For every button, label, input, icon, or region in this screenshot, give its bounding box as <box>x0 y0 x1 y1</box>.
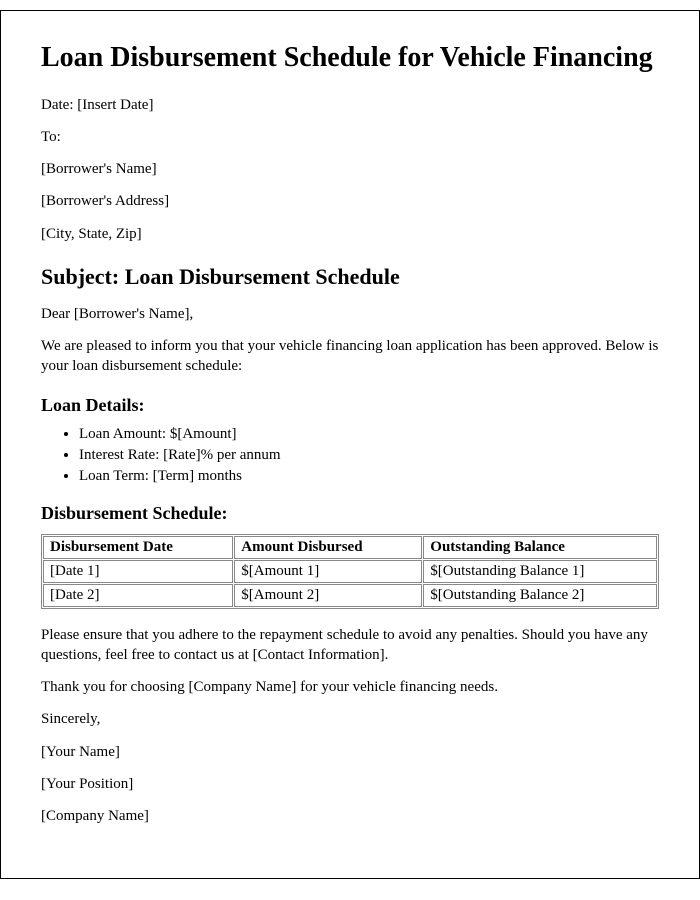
signer-company: [Company Name] <box>41 806 659 826</box>
borrower-name-line: [Borrower's Name] <box>41 159 659 179</box>
document-title: Loan Disbursement Schedule for Vehicle F… <box>41 41 659 75</box>
cell-date: [Date 1] <box>43 560 233 583</box>
table-row: [Date 2] $[Amount 2] $[Outstanding Balan… <box>43 584 657 607</box>
loan-details-heading: Loan Details: <box>41 395 659 416</box>
col-date-header: Disbursement Date <box>43 536 233 559</box>
signer-position: [Your Position] <box>41 774 659 794</box>
loan-amount-item: Loan Amount: $[Amount] <box>79 426 659 443</box>
cell-date: [Date 2] <box>43 584 233 607</box>
loan-details-list: Loan Amount: $[Amount] Interest Rate: [R… <box>41 426 659 485</box>
subject-heading: Subject: Loan Disbursement Schedule <box>41 264 659 290</box>
borrower-address-line: [Borrower's Address] <box>41 191 659 211</box>
cell-balance: $[Outstanding Balance 2] <box>423 584 657 607</box>
date-line: Date: [Insert Date] <box>41 95 659 115</box>
disbursement-table: Disbursement Date Amount Disbursed Outst… <box>41 534 659 609</box>
signoff: Sincerely, <box>41 709 659 729</box>
salutation: Dear [Borrower's Name], <box>41 304 659 324</box>
col-amount-header: Amount Disbursed <box>234 536 422 559</box>
loan-term-item: Loan Term: [Term] months <box>79 468 659 485</box>
thanks-paragraph: Thank you for choosing [Company Name] fo… <box>41 677 659 697</box>
col-balance-header: Outstanding Balance <box>423 536 657 559</box>
cell-balance: $[Outstanding Balance 1] <box>423 560 657 583</box>
cell-amount: $[Amount 2] <box>234 584 422 607</box>
interest-rate-item: Interest Rate: [Rate]% per annum <box>79 447 659 464</box>
table-row: [Date 1] $[Amount 1] $[Outstanding Balan… <box>43 560 657 583</box>
document-page: Loan Disbursement Schedule for Vehicle F… <box>0 10 700 879</box>
intro-paragraph: We are pleased to inform you that your v… <box>41 336 659 377</box>
table-header-row: Disbursement Date Amount Disbursed Outst… <box>43 536 657 559</box>
to-label: To: <box>41 127 659 147</box>
city-state-zip-line: [City, State, Zip] <box>41 224 659 244</box>
cell-amount: $[Amount 1] <box>234 560 422 583</box>
repayment-paragraph: Please ensure that you adhere to the rep… <box>41 625 659 666</box>
schedule-heading: Disbursement Schedule: <box>41 503 659 524</box>
signer-name: [Your Name] <box>41 742 659 762</box>
